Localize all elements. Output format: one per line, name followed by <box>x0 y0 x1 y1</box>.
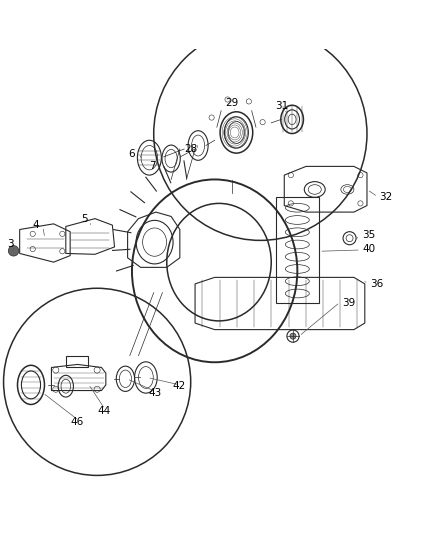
Text: 32: 32 <box>379 192 392 202</box>
Text: 42: 42 <box>172 381 186 391</box>
Text: 44: 44 <box>97 406 110 416</box>
Text: 31: 31 <box>276 101 289 111</box>
Text: 40: 40 <box>363 244 376 254</box>
Text: 36: 36 <box>371 279 384 289</box>
Text: 35: 35 <box>363 230 376 240</box>
Text: 46: 46 <box>71 417 84 427</box>
Text: 3: 3 <box>7 239 14 249</box>
Text: 29: 29 <box>226 98 239 108</box>
Text: 7: 7 <box>149 161 156 172</box>
Text: 5: 5 <box>81 214 88 224</box>
Text: 4: 4 <box>33 220 39 230</box>
Circle shape <box>8 246 19 256</box>
Text: 6: 6 <box>129 149 135 159</box>
Text: 28: 28 <box>184 144 198 154</box>
Text: 39: 39 <box>342 298 355 309</box>
Circle shape <box>290 333 296 339</box>
Text: 43: 43 <box>148 387 161 398</box>
